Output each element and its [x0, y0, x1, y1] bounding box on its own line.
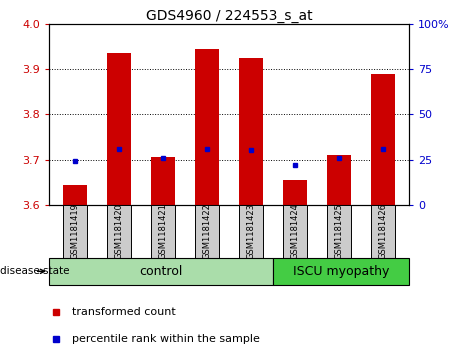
- Text: GSM1181420: GSM1181420: [115, 204, 124, 259]
- Text: GSM1181419: GSM1181419: [71, 204, 80, 259]
- Bar: [107, 53, 131, 205]
- FancyBboxPatch shape: [239, 205, 263, 258]
- FancyBboxPatch shape: [107, 205, 131, 258]
- Bar: [151, 158, 175, 205]
- Text: GSM1181421: GSM1181421: [159, 204, 167, 259]
- FancyBboxPatch shape: [371, 205, 395, 258]
- FancyBboxPatch shape: [283, 205, 307, 258]
- FancyBboxPatch shape: [49, 258, 273, 285]
- Text: GSM1181422: GSM1181422: [203, 204, 212, 259]
- Text: ISCU myopathy: ISCU myopathy: [293, 265, 389, 278]
- Text: percentile rank within the sample: percentile rank within the sample: [72, 334, 260, 344]
- Bar: [283, 180, 307, 205]
- Text: control: control: [139, 265, 183, 278]
- Text: transformed count: transformed count: [72, 307, 176, 317]
- Text: GSM1181426: GSM1181426: [379, 203, 387, 260]
- FancyBboxPatch shape: [195, 205, 219, 258]
- FancyBboxPatch shape: [273, 258, 409, 285]
- FancyBboxPatch shape: [63, 205, 87, 258]
- Bar: [63, 185, 87, 205]
- Text: GSM1181424: GSM1181424: [291, 204, 299, 259]
- Text: disease state: disease state: [0, 266, 69, 276]
- Text: GSM1181425: GSM1181425: [334, 204, 343, 259]
- Text: GSM1181423: GSM1181423: [246, 203, 255, 260]
- Title: GDS4960 / 224553_s_at: GDS4960 / 224553_s_at: [146, 9, 312, 23]
- Bar: [371, 73, 395, 205]
- FancyBboxPatch shape: [151, 205, 175, 258]
- Bar: [239, 58, 263, 205]
- FancyBboxPatch shape: [327, 205, 351, 258]
- Bar: [195, 49, 219, 205]
- Bar: [327, 155, 351, 205]
